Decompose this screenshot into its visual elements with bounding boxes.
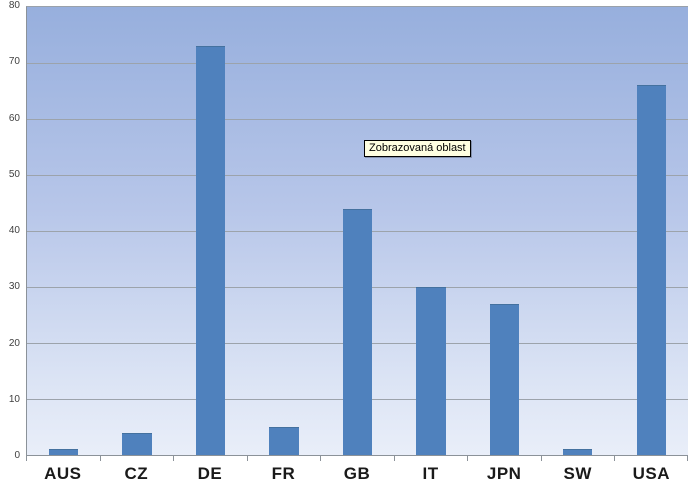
y-axis-label-80: 80 — [8, 0, 20, 11]
y-axis-label-70: 70 — [8, 56, 20, 68]
bar-CZ[interactable] — [122, 432, 152, 455]
x-axis-label-GB: GB — [343, 464, 371, 483]
bar-JPN[interactable] — [489, 303, 520, 455]
y-axis-label-10: 10 — [8, 393, 20, 405]
x-axis-label-USA: USA — [632, 464, 670, 483]
x-axis-tick — [393, 456, 395, 461]
bar-column-DE — [174, 7, 247, 455]
x-axis-tick — [99, 456, 101, 461]
y-axis-label-20: 20 — [8, 337, 20, 349]
y-axis-label-30: 30 — [8, 281, 20, 293]
gridline-60 — [27, 119, 688, 120]
y-axis-label-50: 50 — [8, 168, 20, 180]
x-axis-tick — [614, 456, 616, 461]
bar-series — [27, 7, 688, 455]
bar-DE[interactable] — [195, 46, 226, 455]
bar-column-SW — [541, 7, 614, 455]
x-axis-label-AUS: AUS — [44, 464, 82, 483]
plot-area[interactable] — [26, 6, 688, 456]
x-axis-tick — [26, 456, 27, 461]
x-axis-label-FR: FR — [271, 464, 296, 483]
bar-IT[interactable] — [416, 287, 446, 455]
bar-GB[interactable] — [342, 208, 373, 455]
x-axis-ticks — [26, 456, 688, 462]
x-axis-tick — [173, 456, 175, 461]
x-axis-tick — [687, 456, 688, 461]
x-axis-label-IT: IT — [422, 464, 439, 483]
gridline-50 — [27, 175, 688, 176]
y-axis-label-60: 60 — [8, 112, 20, 124]
y-axis-label-0: 0 — [14, 450, 20, 461]
x-axis-tick — [540, 456, 542, 461]
bar-USA[interactable] — [636, 85, 666, 455]
bar-SW[interactable] — [563, 449, 593, 455]
gridline-70 — [27, 63, 688, 64]
y-axis-label-40: 40 — [8, 225, 20, 236]
bar-FR[interactable] — [269, 427, 299, 455]
x-axis-label-SW: SW — [563, 464, 592, 483]
x-axis-tick — [246, 456, 248, 461]
bar-column-GB — [321, 7, 394, 455]
x-axis-label-DE: DE — [197, 464, 223, 483]
bar-column-FR — [247, 7, 320, 455]
bar-column-JPN — [468, 7, 541, 455]
plot-area-tooltip: Zobrazovaná oblast — [364, 140, 471, 157]
bar-column-CZ — [100, 7, 173, 455]
x-axis-label-CZ: CZ — [124, 464, 149, 483]
bar-column-USA — [615, 7, 688, 455]
x-axis-tick — [467, 456, 469, 461]
bar-column-IT — [394, 7, 467, 455]
bar-column-AUS — [27, 7, 100, 455]
x-axis-tick — [320, 456, 322, 461]
bar-AUS[interactable] — [49, 449, 79, 455]
x-axis: AUS CZ DE FR GB IT JPN SW USA — [26, 464, 688, 490]
x-axis-label-JPN: JPN — [486, 464, 522, 483]
